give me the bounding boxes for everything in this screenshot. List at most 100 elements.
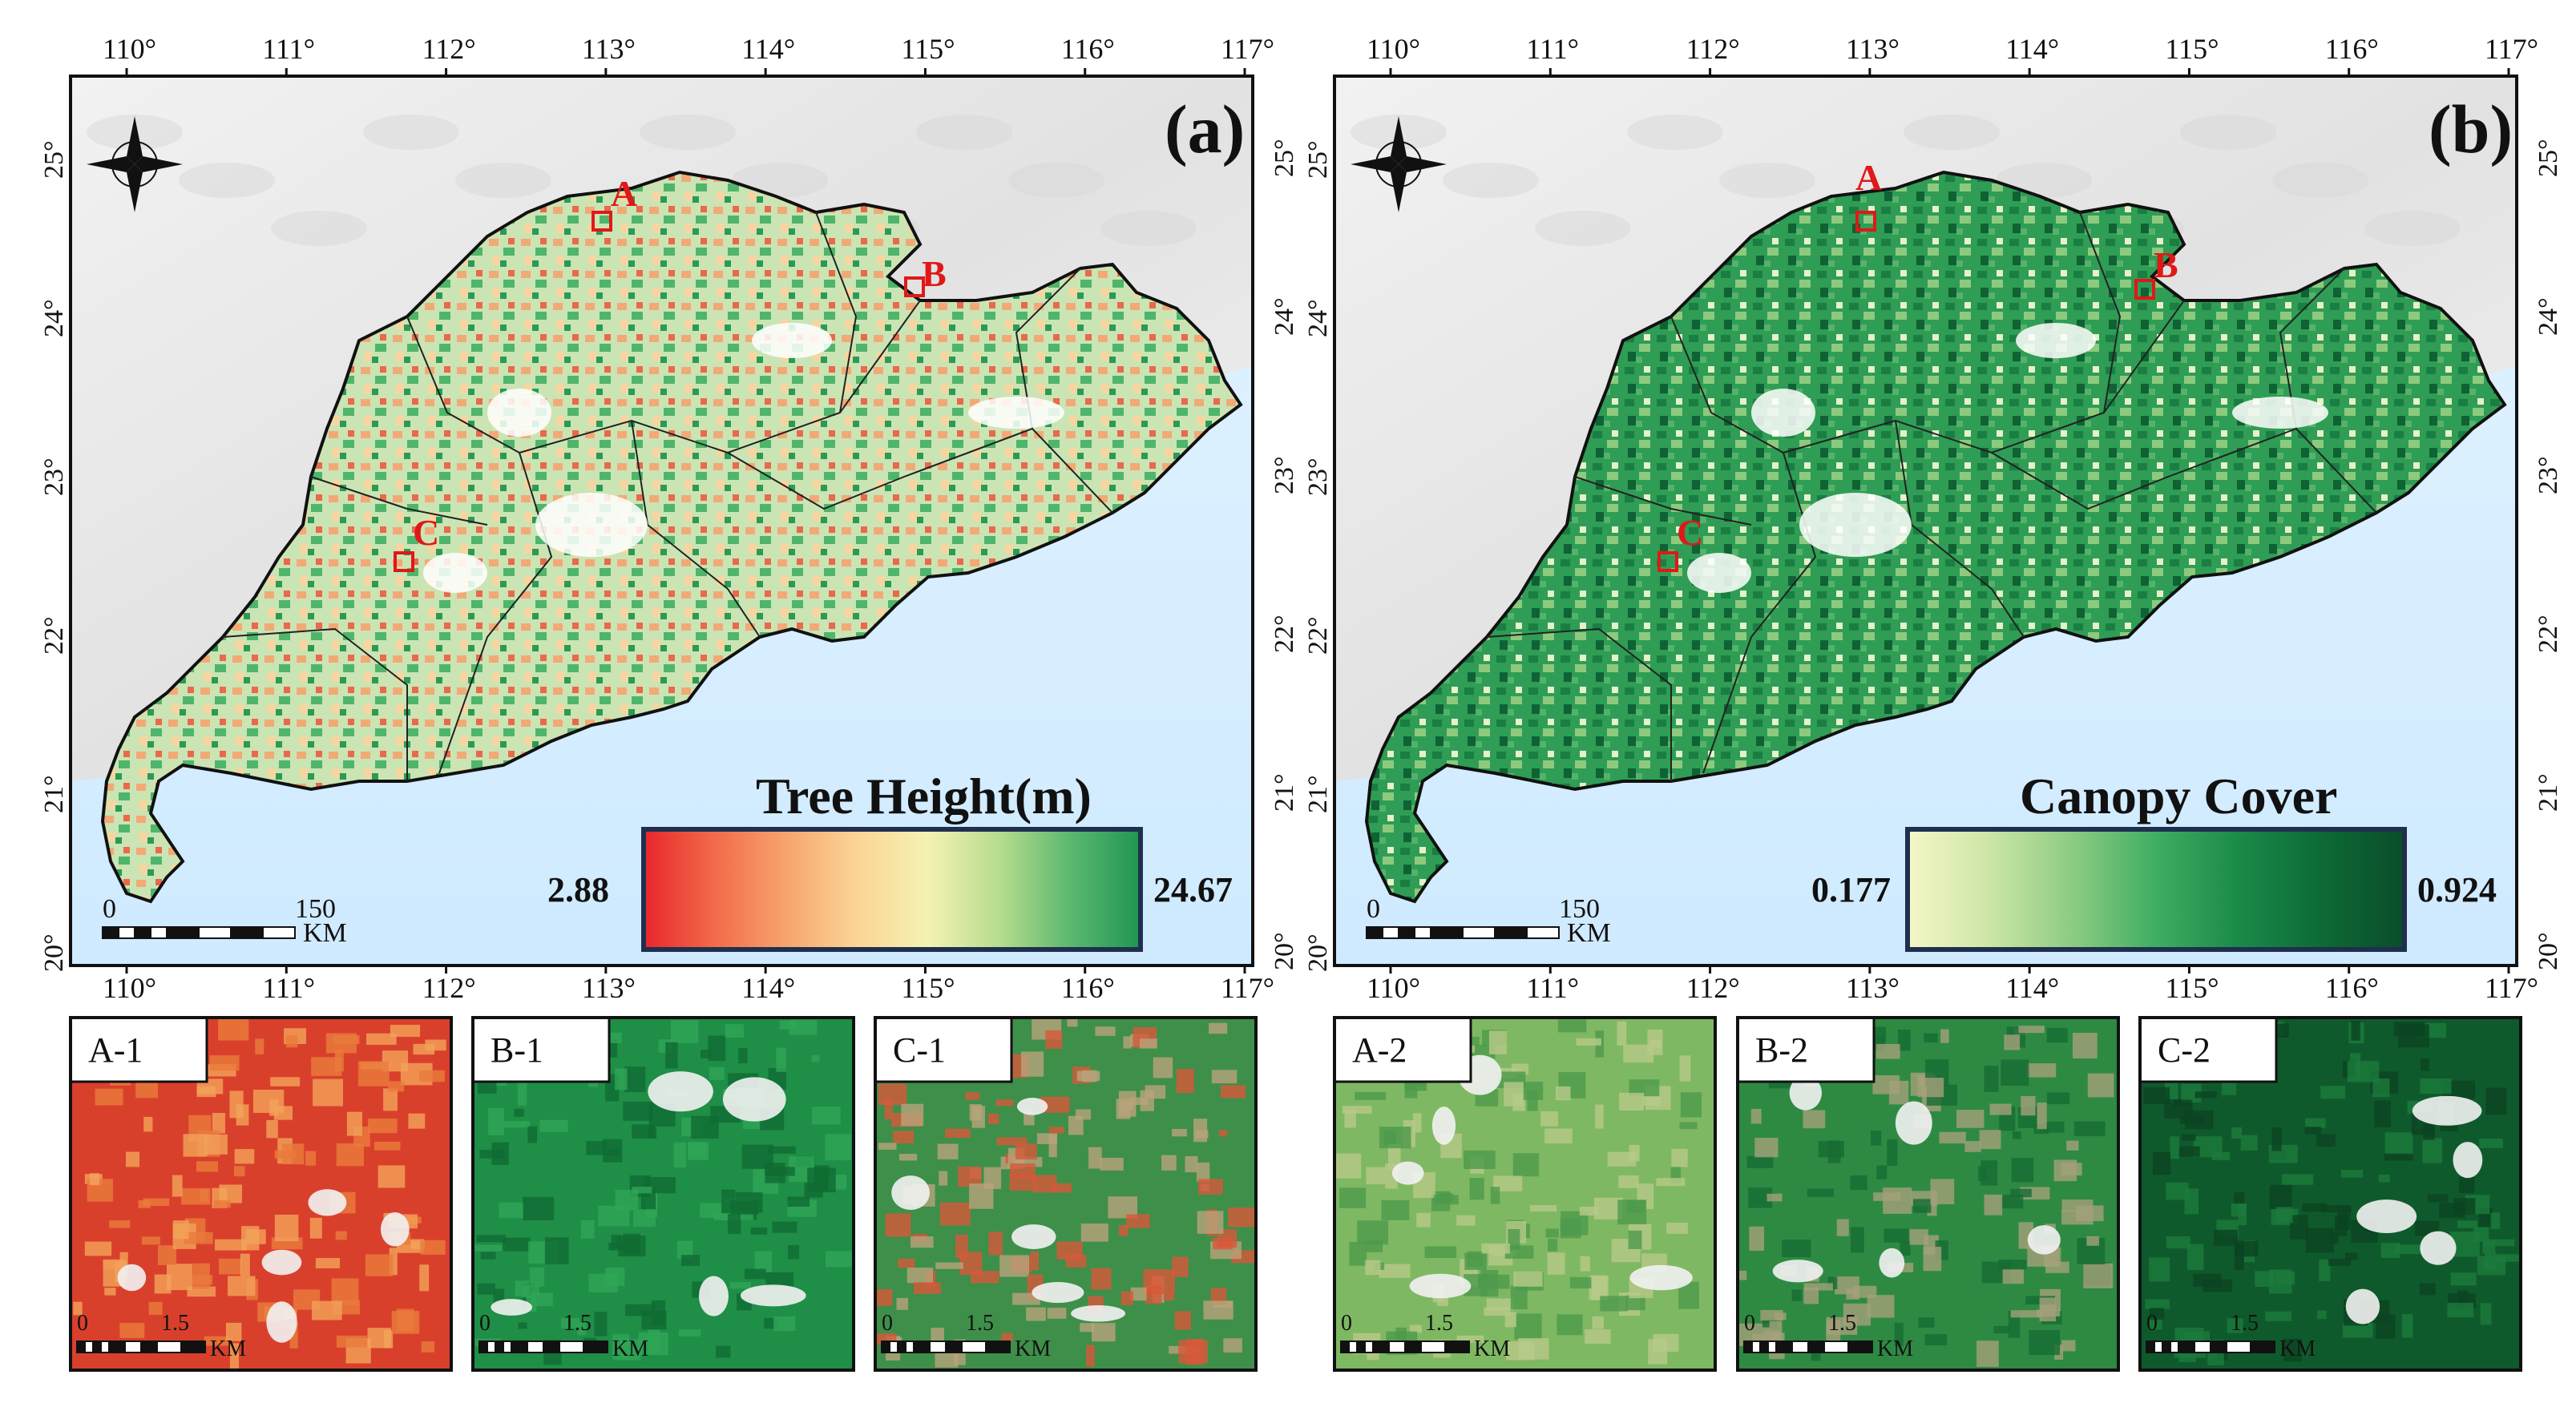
compass-point-e: [1399, 156, 1447, 172]
inset-texture: [419, 1070, 445, 1082]
inset-texture: [366, 1033, 397, 1045]
inset-texture: [1617, 1199, 1647, 1225]
inset-texture: [2305, 1118, 2326, 1128]
inset-texture: [1807, 1188, 1835, 1197]
inset-scale-segment: [1791, 1340, 1809, 1353]
inset-texture: [2234, 1192, 2245, 1204]
inset-texture: [1917, 1078, 1944, 1098]
inset-texture: [1120, 1291, 1133, 1305]
inset-texture: [607, 1148, 620, 1156]
inset-scale-bar: 0 1.5 KM: [1340, 1311, 1510, 1361]
inset-texture: [2477, 1256, 2506, 1276]
inset-texture: [560, 1317, 580, 1328]
inset-scale-segment: [985, 1340, 1011, 1353]
inset-texture: [1091, 1323, 1116, 1342]
inset-texture: [2173, 1099, 2192, 1107]
inset-texture: [390, 1025, 421, 1038]
inset-texture: [1379, 1264, 1411, 1278]
inset-texture: [2421, 1058, 2430, 1071]
inset-texture: [735, 1192, 763, 1213]
scale-segment: [1526, 926, 1560, 939]
district-boundary: [438, 452, 553, 774]
inset-texture: [1648, 1339, 1668, 1365]
inset-scale-segment: [92, 1340, 102, 1353]
inset-texture: [1513, 1271, 1543, 1287]
inset-texture: [1139, 1038, 1157, 1049]
hillshade: [1535, 211, 1631, 246]
inset-texture: [240, 1253, 250, 1276]
hillshade: [1627, 115, 1723, 150]
lat-tick-left: 21°: [1303, 775, 1333, 813]
lat-tick-right: 24°: [1270, 297, 1299, 336]
inset-texture: [2395, 1244, 2425, 1255]
lon-tick-bottom: 112°: [422, 972, 476, 1004]
inset-scale-bar: 0 1.5 KM: [76, 1311, 246, 1361]
inset-texture: [754, 1251, 772, 1272]
inset-texture: [388, 1081, 405, 1092]
lon-tick-top: 115°: [2165, 33, 2219, 65]
non-forest-area: [1751, 389, 1815, 437]
inset-texture: [2320, 1086, 2346, 1099]
inset-texture: [1545, 1228, 1559, 1238]
lat-tick-left: 25°: [39, 140, 69, 179]
lat-tick-left: 22°: [1303, 616, 1333, 655]
inset-gap: [1011, 1224, 1056, 1249]
inset-scale-segment: [2170, 1340, 2179, 1353]
inset-texture: [1020, 1051, 1044, 1077]
inset-texture: [1223, 1338, 1242, 1353]
inset-texture: [1924, 1334, 1948, 1346]
inset-scale-segment: [503, 1340, 512, 1353]
inset-texture: [2193, 1273, 2222, 1287]
inset-scale-bar: 0 1.5 KM: [478, 1311, 648, 1361]
scale-segment: [150, 926, 168, 939]
inset-gap: [2027, 1225, 2061, 1255]
inset-label: A-2: [1352, 1030, 1407, 1070]
inset-label: B-2: [1755, 1030, 1808, 1070]
inset-texture: [2039, 1297, 2057, 1322]
lon-tick-top: 117°: [1221, 33, 1274, 65]
lat-tick-right: 21°: [2534, 773, 2563, 812]
inset-texture: [518, 1322, 527, 1329]
inset-texture: [1679, 1055, 1691, 1082]
inset-gap: [891, 1175, 930, 1211]
inset-scale-segment: [1348, 1340, 1358, 1353]
inset-texture: [1424, 1246, 1457, 1259]
inset-texture: [884, 1099, 893, 1119]
inset-texture: [987, 1113, 999, 1124]
inset-texture: [336, 1143, 364, 1167]
compass-point-s: [127, 164, 143, 212]
inset-texture: [2319, 1259, 2331, 1281]
inset-texture: [1555, 1086, 1571, 1101]
lon-tick-bottom: 115°: [2165, 972, 2219, 1004]
inset-texture: [1130, 1287, 1147, 1301]
inset-texture: [1081, 1070, 1097, 1082]
inset-texture: [638, 1332, 668, 1356]
inset-texture: [2479, 1138, 2503, 1148]
inset-texture: [1625, 1295, 1645, 1311]
inset-scale-segment: [1404, 1340, 1422, 1353]
lat-tick-left: 21°: [39, 775, 69, 813]
inset-texture: [2493, 1254, 2522, 1262]
inset-texture: [1335, 1153, 1362, 1179]
lon-tick-top: 110°: [103, 33, 156, 65]
legend-min: 2.88: [547, 870, 609, 909]
inset-texture: [623, 1233, 640, 1255]
inset-texture: [1569, 1276, 1592, 1289]
inset-texture: [708, 1035, 726, 1062]
inset-texture: [1595, 1104, 1604, 1129]
inset-scale-segment: [76, 1340, 86, 1353]
inset-texture: [1875, 1043, 1900, 1059]
inset-texture: [1850, 1175, 1867, 1191]
inset-texture: [336, 1335, 368, 1348]
inset-texture: [742, 1119, 764, 1130]
inset-texture: [1118, 1091, 1137, 1117]
district-boundary: [1991, 427, 2377, 514]
inset-texture: [312, 1300, 342, 1320]
inset-texture: [2427, 1194, 2449, 1203]
inset-texture: [2149, 1308, 2165, 1320]
inset-texture: [2443, 1080, 2476, 1099]
inset-texture: [1876, 1165, 1888, 1179]
inset-texture: [2214, 1229, 2238, 1246]
inset-texture: [1898, 1029, 1911, 1051]
